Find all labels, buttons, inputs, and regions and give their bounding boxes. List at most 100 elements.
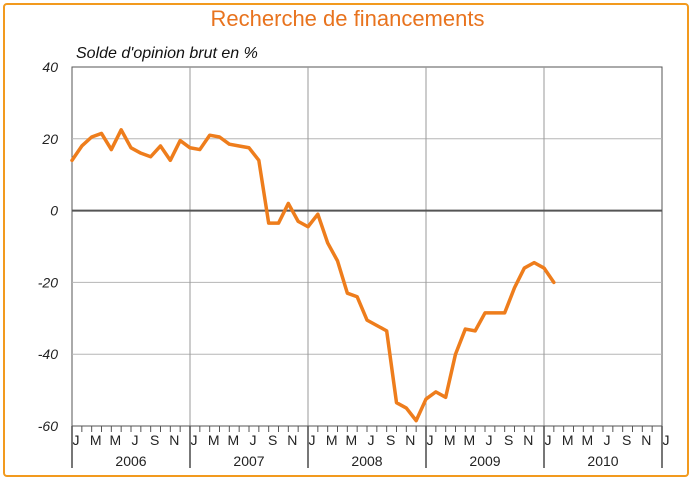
data-point xyxy=(159,144,162,148)
data-point xyxy=(100,132,103,135)
data-point xyxy=(169,159,172,162)
data-point xyxy=(247,146,251,149)
x-tick-label: N xyxy=(169,432,179,448)
data-point xyxy=(188,146,192,149)
data-point xyxy=(139,151,143,155)
data-point xyxy=(129,146,133,149)
data-point xyxy=(228,142,231,146)
chart-frame xyxy=(3,3,689,477)
x-tick-label: M xyxy=(463,432,475,448)
x-tick-label: N xyxy=(641,432,651,448)
data-point xyxy=(316,212,320,216)
y-tick-label: -20 xyxy=(38,274,58,290)
data-point xyxy=(414,419,418,422)
data-point xyxy=(464,327,467,331)
data-point xyxy=(277,221,280,225)
x-tick-label: J xyxy=(368,432,375,448)
y-ticks: 40 20 0 -20 -40 -60 xyxy=(38,59,58,434)
data-point xyxy=(80,144,84,148)
year-label: 2006 xyxy=(115,453,146,469)
data-point xyxy=(375,324,379,327)
x-tick-label: S xyxy=(386,432,395,448)
data-point xyxy=(444,396,447,399)
x-tick-label: J xyxy=(250,432,257,448)
year-label: 2010 xyxy=(587,453,618,469)
x-tick-label: S xyxy=(150,432,159,448)
x-tick-label: S xyxy=(268,432,277,448)
data-point xyxy=(296,220,300,223)
data-point xyxy=(198,148,202,151)
year-label: 2009 xyxy=(469,453,500,469)
y-tick-label: -60 xyxy=(38,418,58,434)
x-tick-label: M xyxy=(444,432,456,448)
data-point xyxy=(110,148,113,151)
y-axis-label: Solde d'opinion brut en % xyxy=(76,45,258,62)
year-label: 2008 xyxy=(351,453,382,469)
x-tick-label: J xyxy=(132,432,139,448)
data-point xyxy=(552,281,556,284)
x-tick-label: S xyxy=(504,432,513,448)
x-tick-label: N xyxy=(287,432,297,448)
data-point xyxy=(532,261,536,264)
data-point xyxy=(178,139,182,142)
data-point xyxy=(405,406,408,410)
data-point xyxy=(257,159,261,162)
x-tick-label: J xyxy=(73,432,80,448)
data-point xyxy=(90,135,93,139)
data-point xyxy=(365,318,369,322)
series-line xyxy=(70,128,556,423)
data-point xyxy=(434,390,438,394)
x-tick-label: J xyxy=(663,432,670,448)
data-point xyxy=(336,259,339,263)
grid xyxy=(72,67,662,426)
x-tick-label: M xyxy=(581,432,593,448)
x-tick-label: J xyxy=(191,432,198,448)
data-point xyxy=(454,353,457,356)
x-tick-label: N xyxy=(523,432,533,448)
data-point xyxy=(542,266,546,270)
x-tick-label: M xyxy=(109,432,121,448)
x-tick-label: M xyxy=(562,432,574,448)
x-tick-label: J xyxy=(309,432,316,448)
data-point xyxy=(503,311,506,315)
x-tick-label: J xyxy=(486,432,493,448)
x-tick-label: J xyxy=(545,432,552,448)
data-point xyxy=(513,286,516,289)
x-tick-label: S xyxy=(622,432,631,448)
data-point xyxy=(424,397,428,401)
y-tick-label: 0 xyxy=(50,203,58,219)
data-point xyxy=(493,311,497,315)
x-tick-label: J xyxy=(427,432,434,448)
x-tick-label: N xyxy=(405,432,415,448)
data-point xyxy=(473,329,477,333)
data-point xyxy=(395,401,398,404)
x-tick-label: M xyxy=(208,432,220,448)
x-tick-label: M xyxy=(90,432,102,448)
x-tick-label: M xyxy=(326,432,338,448)
data-point xyxy=(267,221,270,225)
x-tick-label: M xyxy=(345,432,357,448)
year-label: 2007 xyxy=(233,453,264,469)
chart-title: Recherche de financements xyxy=(210,6,485,31)
x-tick-label: J xyxy=(604,432,611,448)
data-point xyxy=(346,291,349,295)
data-point xyxy=(70,159,74,162)
y-tick-label: 20 xyxy=(41,131,58,147)
data-point xyxy=(218,135,221,139)
plot-area xyxy=(71,66,663,427)
year-labels: 2006 2007 2008 2009 2010 xyxy=(115,453,618,469)
data-point xyxy=(208,134,211,137)
data-point xyxy=(237,144,241,148)
series-line-group xyxy=(70,128,556,423)
data-point xyxy=(483,311,487,315)
data-point xyxy=(355,295,359,298)
x-tick-label: M xyxy=(227,432,239,448)
data-point xyxy=(287,202,290,205)
data-point xyxy=(119,128,123,132)
data-point xyxy=(326,241,329,245)
data-point xyxy=(306,225,310,228)
y-tick-label: 40 xyxy=(42,59,58,75)
data-point xyxy=(385,329,388,333)
